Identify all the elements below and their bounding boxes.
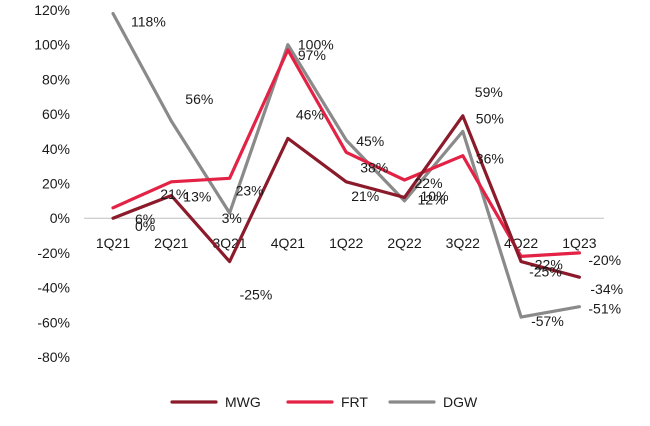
data-label-frt: 23% — [236, 182, 264, 198]
data-label-dgw: 118% — [131, 13, 166, 29]
x-tick-label: 3Q21 — [212, 235, 246, 251]
data-label-dgw: -57% — [531, 313, 564, 329]
data-label-mwg: -25% — [240, 287, 273, 303]
data-label-frt: 6% — [135, 211, 155, 227]
y-tick-label: -20% — [37, 245, 70, 261]
y-tick-label: 100% — [34, 37, 70, 53]
data-label-mwg: 0% — [135, 218, 155, 234]
data-label-dgw: -51% — [588, 301, 621, 317]
data-label-mwg: 12% — [418, 191, 446, 207]
y-tick-label: -80% — [37, 349, 70, 365]
data-label-mwg: -34% — [590, 281, 623, 297]
data-label-dgw: 10% — [421, 188, 449, 204]
series-line-dgw — [111, 11, 582, 319]
data-label-frt: 36% — [476, 151, 504, 167]
y-tick-label: 40% — [42, 141, 70, 157]
legend-label: FRT — [341, 394, 368, 410]
data-label-frt: 21% — [160, 186, 188, 202]
legend-item-frt: FRT — [286, 394, 368, 410]
y-tick-label: 80% — [42, 71, 70, 87]
data-label-dgw: 50% — [476, 110, 504, 126]
x-tick-label: 2Q22 — [387, 235, 421, 251]
data-label-frt: -22% — [530, 256, 563, 272]
data-label-dgw: 100% — [298, 37, 334, 53]
data-label-dgw: 45% — [356, 133, 384, 149]
data-label-dgw: 3% — [222, 210, 242, 226]
x-axis-ticks: 1Q21 2Q21 3Q21 4Q21 1Q22 2Q22 3Q22 4Q22 1Q23 — [96, 235, 597, 251]
legend: MWG FRT DGW — [170, 394, 478, 410]
series-line-mwg — [111, 114, 582, 279]
data-label-frt: -20% — [588, 252, 621, 268]
x-tick-label: 1Q22 — [329, 235, 363, 251]
y-tick-label: 20% — [42, 176, 70, 192]
series-line-frt — [111, 48, 582, 258]
legend-item-dgw: DGW — [388, 394, 478, 410]
y-tick-label: 60% — [42, 106, 70, 122]
y-tick-label: 120% — [34, 2, 70, 18]
data-label-mwg: 21% — [351, 188, 379, 204]
data-label-frt: 22% — [415, 175, 443, 191]
data-label-frt: 97% — [298, 47, 326, 63]
data-label-frt: 38% — [360, 159, 388, 175]
data-label-mwg: 46% — [296, 106, 324, 122]
x-tick-label: 3Q22 — [446, 235, 480, 251]
series-lines — [111, 11, 582, 319]
data-label-mwg: 13% — [183, 189, 211, 205]
x-tick-label: 2Q21 — [154, 235, 188, 251]
y-axis-ticks: 120% 100% 80% 60% 40% 20% 0% -20% -40% -60% -80% — [34, 2, 70, 365]
y-tick-label: -60% — [37, 314, 70, 330]
y-tick-label: 0% — [50, 210, 70, 226]
data-label-dgw: 56% — [185, 91, 213, 107]
data-labels: 0% 13% -25% 46% 21% 12% 59% -25% -34% 6% 21% 23% 97%… — [131, 13, 623, 329]
x-tick-label: 1Q21 — [96, 235, 130, 251]
x-tick-label: 4Q21 — [271, 235, 305, 251]
y-tick-label: -40% — [37, 280, 70, 296]
x-tick-label: 1Q23 — [562, 235, 596, 251]
legend-label: MWG — [225, 394, 261, 410]
data-label-mwg: -25% — [529, 264, 562, 280]
legend-label: DGW — [443, 394, 478, 410]
data-label-mwg: 59% — [475, 84, 503, 100]
legend-item-mwg: MWG — [170, 394, 261, 410]
